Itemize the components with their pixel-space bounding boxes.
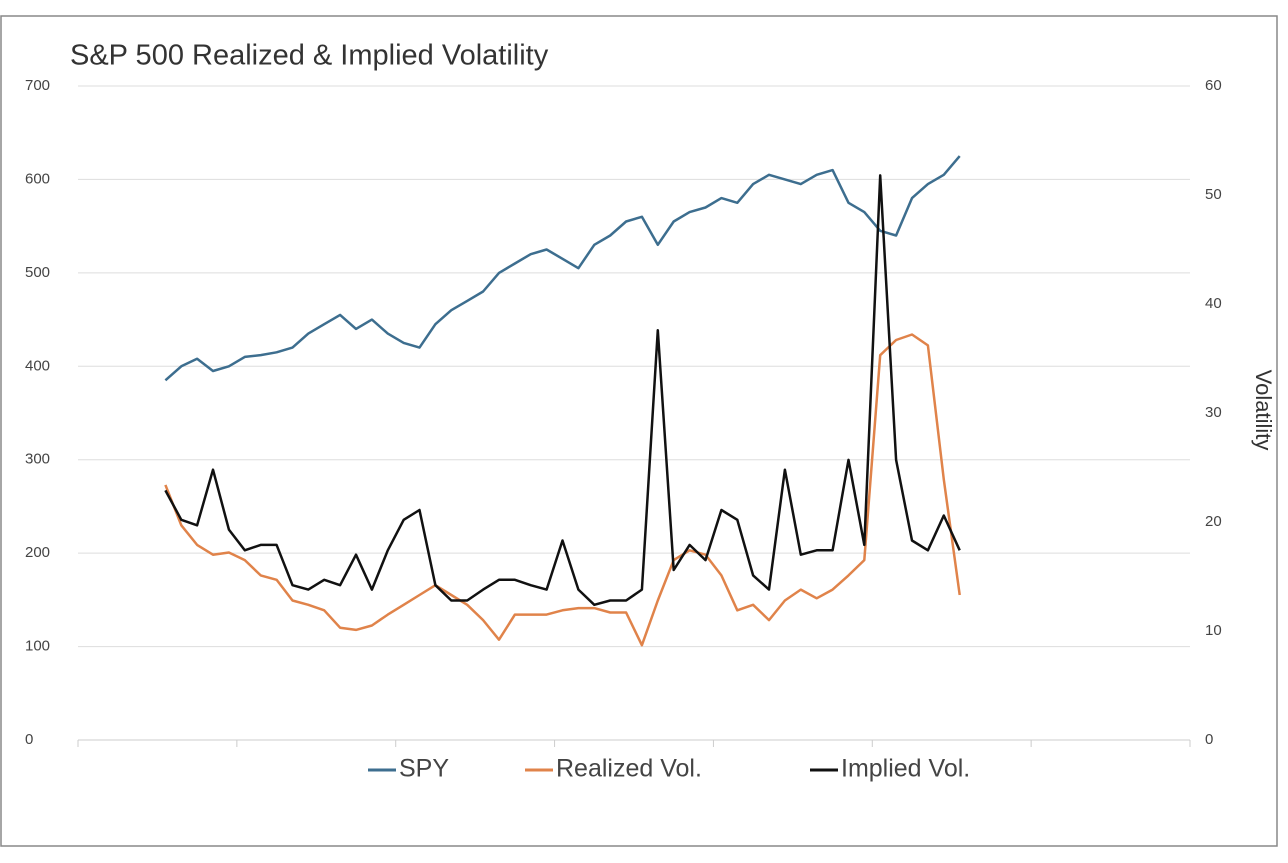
y2-tick-label: 0 [1205,731,1213,748]
y2-tick-label: 30 [1205,404,1222,421]
legend-label: Realized Vol. [556,755,702,783]
frame [0,15,1278,847]
y-tick-label: 400 [25,357,50,374]
series-line [164,155,961,382]
series-line [164,174,961,607]
series-line [164,333,961,647]
y-tick-label: 600 [25,170,50,187]
y-tick-label: 100 [25,638,50,655]
legend-label: Implied Vol. [841,755,970,783]
legend-label: SPY [399,755,449,783]
y2-tick-label: 50 [1205,186,1222,203]
y-tick-label: 200 [25,544,50,561]
y-tick-label: 500 [25,264,50,281]
y-tick-label: 0 [25,731,33,748]
y-tick-label: 300 [25,451,50,468]
y2-axis-label: Volatility [1251,370,1276,451]
y2-tick-label: 20 [1205,513,1222,530]
y2-tick-label: 40 [1205,295,1222,312]
y2-tick-label: 10 [1205,622,1222,639]
y-tick-label: 700 [25,77,50,94]
y2-tick-label: 60 [1205,77,1222,94]
chart-title: S&P 500 Realized & Implied Volatility [70,40,549,72]
